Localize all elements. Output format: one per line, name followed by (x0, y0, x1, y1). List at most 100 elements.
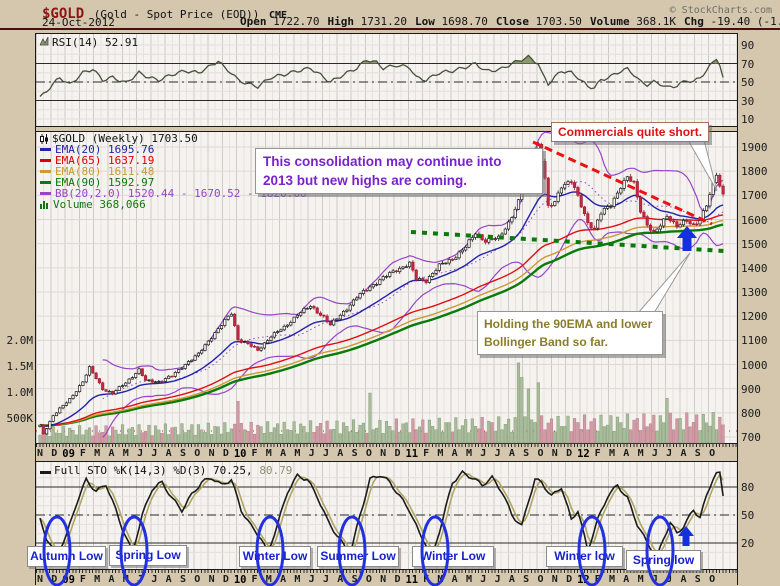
price-axis-label: 1100 (741, 334, 768, 348)
x-axis-month-label: A (108, 574, 115, 585)
x-axis-month-label: N (551, 448, 558, 459)
x-axis-month-label: N (380, 574, 387, 585)
price-axis-label: 1500 (741, 237, 768, 251)
sto-axis-label: 20 (741, 537, 755, 550)
x-axis-month-label: A (165, 448, 172, 459)
x-axis-month-label: F (594, 448, 601, 459)
x-axis-month-label: F (594, 574, 601, 585)
x-axis-month-label: S (694, 574, 701, 585)
x-axis-month-label: A (508, 574, 515, 585)
candlestick-icon (40, 133, 48, 144)
x-axis-month-label: O (194, 574, 201, 585)
x-axis-month-label: J (480, 574, 487, 585)
price-axis-label: 1900 (741, 141, 768, 154)
x-axis-month-label: O (365, 574, 372, 585)
x-axis-month-label: A (337, 448, 344, 459)
consolidation-annotation: This consolidation may continue into 2013… (255, 148, 543, 194)
zigzag-icon (39, 36, 49, 49)
x-axis-month-label: M (437, 448, 444, 459)
price-axis-label: 900 (741, 382, 761, 396)
x-axis-month-label: D (566, 574, 573, 585)
x-axis-month-label: 10 (233, 574, 247, 586)
quote-field-chg: Chg -19.40 (-1.13%) (684, 15, 780, 28)
holding-annotation: Holding the 90EMA and lower Bollinger Ban… (477, 311, 663, 355)
price-axis-label: 1200 (741, 310, 768, 324)
rsi-axis-label: 90 (741, 39, 755, 52)
volume-axis-label: 1.0M (6, 386, 34, 399)
x-axis-month-label: J (666, 574, 673, 585)
volume-axis-label: 2.0M (6, 334, 34, 347)
x-axis-month-label: A (280, 448, 287, 459)
x-axis-month-label: A (680, 574, 687, 585)
x-axis-month-label: D (51, 574, 58, 585)
axis-ticks (36, 570, 737, 573)
x-axis-month-label: A (108, 448, 115, 459)
season-low-label: Spring Low (109, 545, 187, 566)
quote-field-close: Close 1703.50 (495, 15, 582, 28)
x-axis-strip-top: N D 09 F M A M J J A S O N D 10 F M A M J J A S O N D 11 F M A M J J A S O N… (36, 444, 737, 461)
x-axis-month-label: 10 (233, 448, 247, 460)
x-axis-month-label: F (251, 448, 258, 459)
x-axis-month-label: A (165, 574, 172, 585)
x-axis-month-label: M (637, 574, 644, 585)
x-axis-month-label: F (423, 574, 430, 585)
x-axis-month-label: O (365, 448, 372, 459)
x-axis-month-label: N (36, 448, 44, 459)
x-axis-month-label: F (251, 574, 258, 585)
volume-bars-icon (40, 201, 48, 209)
x-axis-month-label: J (151, 574, 158, 585)
x-axis-month-label: M (608, 448, 616, 459)
ohlc-quote-row: Open 1722.70 High 1731.20 Low 1698.70 Close… (240, 15, 780, 28)
x-axis-month-label: J (151, 448, 158, 459)
x-axis-month-label: M (94, 574, 101, 585)
volume-axis-label: 500K (6, 412, 34, 425)
price-axis-label: 1700 (741, 189, 768, 203)
x-axis-month-label: O (537, 448, 544, 459)
x-axis-month-label: F (423, 448, 430, 459)
price-axis-label: 1300 (741, 286, 768, 299)
season-low-label: Winter Low (239, 546, 311, 567)
x-axis-month-label: N (380, 448, 387, 459)
x-axis-month-label: S (179, 574, 187, 585)
season-low-label: Summer Low (317, 546, 399, 567)
x-axis-month-label: O (709, 448, 716, 459)
commercials-annotation: Commercials quite short. (551, 122, 710, 142)
rsi-axis-label: 30 (741, 94, 755, 108)
x-axis-month-label: 11 (405, 448, 419, 460)
x-axis-month-label: M (265, 448, 272, 459)
x-axis-month-label: O (709, 574, 716, 585)
season-low-label: Winter low (546, 546, 623, 567)
symbol-description: (Gold - Spot Price (EOD)) (93, 8, 260, 21)
x-axis-month-label: 12 (577, 448, 590, 460)
x-axis-month-label: D (51, 448, 58, 459)
x-axis-month-label: M (265, 574, 272, 585)
x-axis-month-label: 09 (62, 574, 75, 586)
line-swatch-icon (40, 170, 51, 173)
x-axis-month-label: J (137, 574, 144, 585)
x-axis-month-label: J (308, 448, 315, 459)
line-swatch-icon (40, 471, 51, 474)
price-axis-label: 800 (741, 406, 761, 420)
x-axis-month-label: M (637, 448, 644, 459)
x-axis-month-label: N (36, 574, 44, 585)
line-swatch-icon (40, 192, 51, 195)
x-axis-month-label: J (651, 448, 658, 459)
price-axis-label: 1800 (741, 165, 768, 179)
x-axis-month-label: N (208, 574, 215, 585)
x-axis-month-label: J (651, 574, 658, 585)
x-axis-month-label: S (694, 448, 701, 459)
x-axis-month-label: A (451, 448, 458, 459)
season-low-label: Winter Low (412, 546, 494, 567)
x-axis-month-label: A (508, 448, 515, 459)
x-axis-month-label: N (208, 448, 215, 459)
x-axis-month-label: S (523, 448, 530, 459)
rsi-panel (36, 33, 737, 127)
exchange: CME (269, 10, 288, 21)
x-axis-month-label: F (79, 448, 86, 459)
x-axis-month-label: 11 (405, 574, 419, 586)
quote-field-open: Open 1722.70 (240, 15, 320, 28)
x-axis-month-label: A (337, 574, 344, 585)
x-axis-month-label: 09 (62, 448, 75, 460)
x-axis-month-label: J (494, 574, 501, 585)
